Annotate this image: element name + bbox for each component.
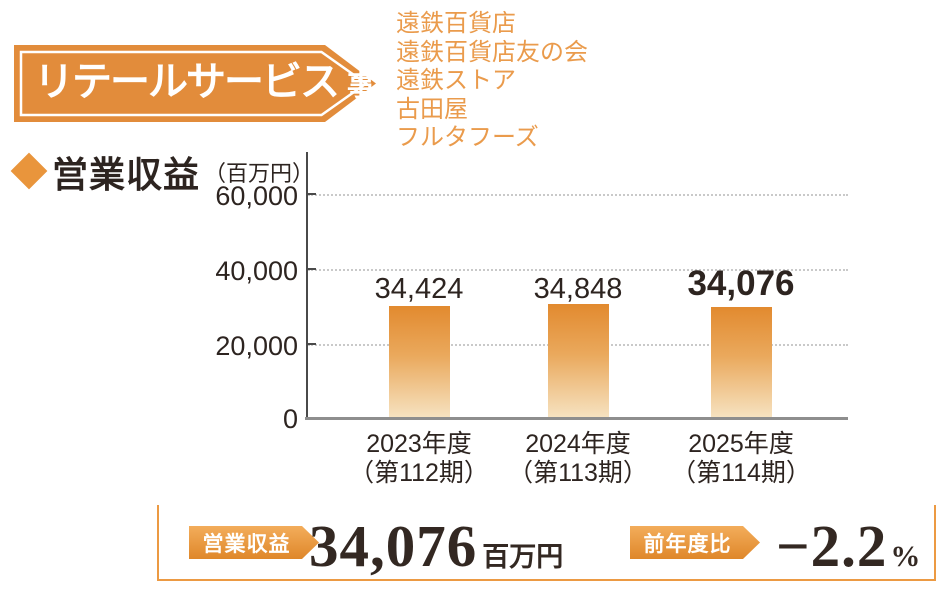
x-axis-line: [305, 417, 848, 420]
bar-value-label: 34,848: [533, 273, 623, 305]
bar-value-label: 34,424: [374, 273, 464, 305]
banner-arrow-shape: [14, 45, 376, 122]
banner-suffix: 事業: [347, 70, 404, 101]
revenue-tag: 営業収益: [189, 526, 319, 559]
company-item: 遠鉄百貨店: [396, 10, 516, 37]
y-tick-label: 60,000: [215, 181, 298, 211]
chart-title-row: 営業収益 （百万円）: [10, 146, 314, 198]
bar-2025: [711, 307, 772, 417]
bar-2023: [389, 306, 450, 417]
x-category-label: 2023年度 （第112期）: [339, 430, 499, 488]
category-year: 2023年度: [366, 430, 472, 458]
plot-area: [308, 152, 848, 417]
chart-unit-label: （百万円）: [204, 161, 315, 186]
company-item: 遠鉄百貨店友の会: [396, 38, 588, 66]
category-term: （第112期）: [349, 459, 489, 487]
y-tick-label: 20,000: [215, 331, 298, 361]
bar-2024: [548, 304, 609, 417]
diamond-icon: [10, 152, 48, 190]
x-category-label: 2024年度 （第113期）: [498, 430, 658, 488]
revenue-value-group: 34,076 百万円: [309, 513, 564, 579]
y-axis-line: [306, 152, 308, 418]
yoy-unit: %: [890, 540, 921, 573]
y-tick-mark: [306, 268, 316, 270]
yoy-tag: 前年度比: [630, 526, 760, 559]
y-tick-mark: [306, 193, 316, 195]
company-item: 古田屋: [396, 95, 468, 123]
category-term: （第114期）: [671, 459, 811, 487]
category-year: 2024年度: [525, 430, 631, 458]
banner-title: リテールサービス: [34, 60, 340, 104]
bar-value-label-emphasized: 34,076: [687, 264, 795, 303]
company-list: 遠鉄百貨店 遠鉄百貨店友の会 遠鉄ストア 古田屋 フルタフーズ: [396, 10, 588, 153]
y-tick-label: 0: [282, 404, 298, 434]
company-item: 遠鉄ストア: [396, 67, 516, 94]
gridline-40000: [308, 269, 848, 271]
chart-title: 営業収益: [52, 154, 201, 195]
x-category-label: 2025年度 （第114期）: [661, 430, 821, 488]
company-item: フルタフーズ: [396, 124, 539, 151]
revenue-value: 34,076: [309, 513, 478, 579]
category-year: 2025年度: [688, 430, 794, 458]
y-tick-label: 40,000: [215, 256, 298, 286]
summary-box: 営業収益 34,076 百万円 前年度比 −2.2%: [157, 505, 936, 581]
y-tick-mark: [306, 343, 316, 345]
revenue-unit: 百万円: [482, 542, 564, 572]
business-banner: リテールサービス 事業: [14, 45, 403, 122]
gridline-60000: [308, 194, 848, 196]
banner-text: リテールサービス 事業: [14, 45, 403, 122]
yoy-value: −2.2: [776, 513, 888, 579]
category-term: （第113期）: [508, 459, 648, 487]
yoy-value-group: −2.2%: [776, 513, 921, 579]
